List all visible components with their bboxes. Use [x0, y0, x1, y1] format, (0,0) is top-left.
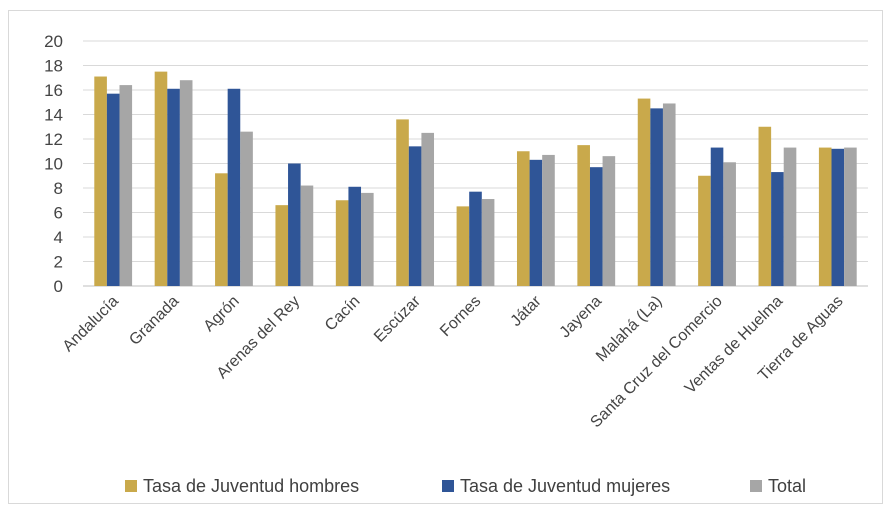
x-tick-label: Játar	[508, 292, 546, 330]
bar	[154, 71, 168, 286]
bar	[469, 191, 482, 286]
y-tick-label: 6	[54, 204, 63, 223]
x-tick-label: Cacín	[322, 293, 364, 335]
bar	[335, 200, 349, 286]
bar	[240, 131, 253, 286]
bar	[529, 159, 543, 286]
bar	[818, 147, 832, 286]
bar	[348, 186, 362, 286]
bar	[421, 132, 435, 286]
y-tick-label: 20	[44, 32, 63, 51]
y-axis-ticks: 0 2 4 6 8 10 12 14 16 18 20	[44, 32, 63, 296]
bar	[396, 119, 409, 287]
bar	[710, 147, 724, 286]
x-tick-label: Granada	[126, 293, 182, 349]
bar	[227, 88, 241, 287]
bar	[637, 98, 651, 286]
y-tick-label: 10	[44, 155, 63, 174]
legend-swatch	[442, 480, 454, 492]
bar	[215, 173, 228, 286]
bar	[723, 162, 736, 286]
legend-swatch	[125, 480, 137, 492]
bar	[844, 147, 857, 286]
legend: Tasa de Juventud hombres Tasa de Juventud…	[125, 476, 806, 496]
y-tick-label: 4	[54, 228, 63, 247]
x-tick-label: Agrón	[201, 293, 243, 335]
bars	[94, 71, 857, 287]
x-tick-label: Jayena	[557, 293, 606, 342]
bar	[167, 88, 180, 287]
legend-label: Tasa de Juventud mujeres	[460, 476, 670, 496]
legend-label: Total	[768, 476, 806, 496]
bar	[602, 156, 616, 286]
x-tick-label: Fornes	[437, 293, 484, 340]
y-tick-label: 12	[44, 130, 63, 149]
x-tick-label: Escúzar	[371, 292, 424, 345]
y-tick-label: 2	[54, 253, 63, 272]
x-tick-label: Andalucía	[60, 293, 122, 355]
bar	[481, 199, 495, 286]
gridlines	[83, 40, 868, 287]
bar	[179, 80, 193, 286]
bar	[516, 151, 530, 286]
bar	[758, 126, 772, 286]
legend-swatch	[750, 480, 762, 492]
bar	[698, 175, 711, 286]
bar	[275, 205, 289, 286]
bar	[662, 103, 676, 286]
y-tick-label: 18	[44, 57, 63, 76]
bar	[577, 145, 590, 286]
bar	[94, 76, 107, 287]
bar	[650, 108, 663, 286]
y-tick-label: 16	[44, 81, 63, 100]
bar	[300, 185, 314, 286]
legend-label: Tasa de Juventud hombres	[143, 476, 359, 496]
bar	[288, 163, 301, 286]
bar	[106, 93, 120, 286]
bar	[771, 172, 784, 286]
bar	[119, 85, 133, 286]
bar	[831, 148, 845, 286]
y-tick-label: 8	[54, 179, 63, 198]
bar	[589, 167, 603, 286]
bar	[408, 146, 422, 286]
chart-frame	[8, 10, 883, 504]
bar	[361, 192, 374, 286]
y-tick-label: 0	[54, 277, 63, 296]
bar	[783, 147, 797, 286]
bar	[456, 206, 470, 286]
y-tick-label: 14	[44, 106, 63, 125]
bar	[542, 154, 555, 286]
